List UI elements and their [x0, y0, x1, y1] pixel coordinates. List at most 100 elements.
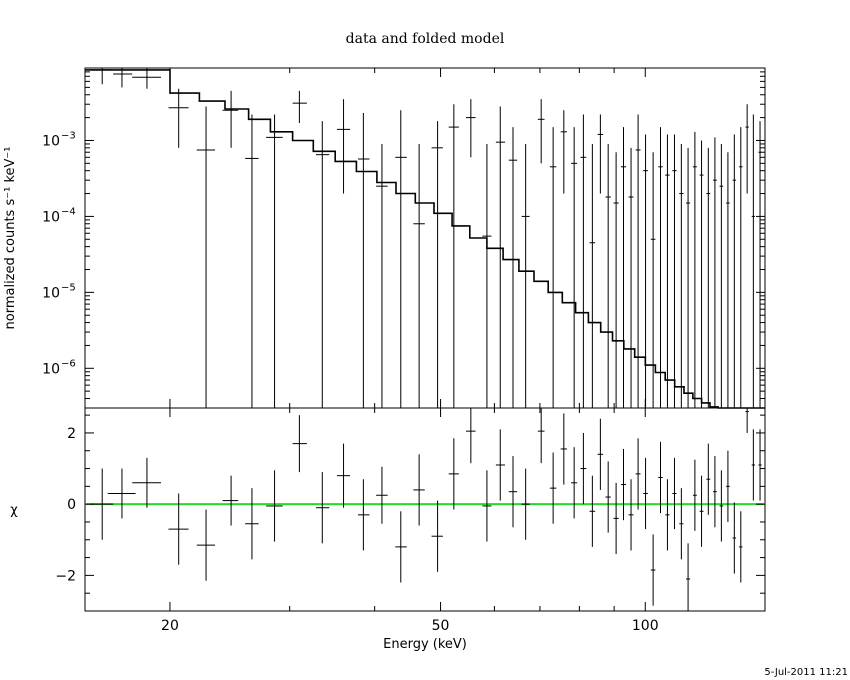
y-tick-label: 10: [42, 285, 60, 301]
spectrum-data-point: [537, 99, 545, 164]
residual-data-point: [431, 500, 443, 572]
residual-data-point: [628, 479, 634, 551]
residual-data-point: [537, 408, 545, 464]
residual-y-ticks: −2 0 2: [55, 414, 765, 612]
residual-data-point: [266, 470, 283, 542]
spectrum-data-point: [571, 127, 578, 408]
y-tick-exponent: −3: [61, 130, 76, 141]
residual-data-point: [620, 448, 627, 521]
spectrum-data-point: [732, 134, 737, 408]
residual-data-point: [395, 511, 407, 583]
spectrum-data-point: [316, 121, 330, 408]
residual-data-point: [758, 429, 762, 501]
spectrum-data-point: [613, 152, 619, 408]
residual-data-point: [635, 438, 641, 510]
spectrum-data-point: [357, 112, 370, 408]
residual-data-point: [132, 457, 161, 508]
residual-y-axis-label: χ: [10, 503, 18, 518]
y-tick-exponent: −4: [61, 206, 76, 217]
residual-data-point: [495, 429, 506, 501]
residual-data-point: [597, 418, 604, 490]
y-tick-exponent: −6: [61, 358, 76, 369]
residual-data-point: [292, 415, 307, 473]
spectrum-data-point: [549, 127, 557, 408]
spectrum-data-points: [90, 68, 762, 408]
spectrum-data-point: [726, 152, 730, 408]
spectrum-data-point: [658, 127, 663, 408]
spectrum-data-point: [431, 121, 443, 408]
spectrum-data-point: [628, 147, 634, 408]
spectrum-data-point: [620, 127, 627, 408]
spectrum-data-point: [482, 143, 492, 408]
residual-data-point: [245, 488, 259, 560]
residual-data-point: [90, 468, 114, 540]
residual-panel: 20 50 100 −2 0 2: [55, 407, 766, 634]
residual-data-point: [751, 429, 755, 501]
residual-data-point: [686, 543, 691, 611]
y-tick-label: −2: [55, 568, 76, 584]
spectrum-data-point: [580, 114, 587, 408]
spectrum-data-point: [168, 88, 189, 148]
x-axis-label: Energy (keV): [383, 637, 467, 652]
spectrum-data-point: [196, 106, 216, 408]
spectrum-data-point: [245, 114, 259, 408]
residual-data-point: [665, 479, 670, 551]
residual-data-point: [196, 509, 216, 581]
spectrum-data-point: [699, 140, 704, 408]
spectrum-data-point: [521, 143, 530, 408]
spectrum-data-point: [466, 99, 476, 158]
residual-data-point: [376, 466, 388, 524]
spectrum-data-point: [413, 143, 425, 408]
spectrum-panel: 10−610−510−410−3: [42, 67, 766, 409]
spectrum-data-point: [706, 147, 711, 408]
spectrum-data-point: [395, 110, 407, 408]
residual-data-point: [699, 475, 704, 547]
spectrum-data-point: [713, 137, 717, 408]
folded-model-line: [85, 69, 765, 409]
residual-data-point: [706, 443, 711, 515]
residual-data-point: [336, 443, 351, 508]
folded-model: [85, 69, 765, 409]
spectrum-data-point: [132, 68, 161, 89]
residual-data-point: [580, 432, 587, 505]
residual-data-point: [508, 456, 518, 528]
spectrum-data-point: [292, 90, 307, 123]
spectrum-data-point: [605, 143, 611, 408]
y-tick-label: 0: [67, 497, 76, 513]
spectrum-data-point: [597, 114, 604, 194]
spectrum-data-point: [643, 134, 648, 408]
residual-data-point: [168, 493, 189, 565]
spectrum-data-point: [376, 143, 388, 408]
y-tick-label: 10: [42, 209, 60, 225]
residual-data-point: [650, 534, 656, 606]
spectrum-data-point: [672, 134, 677, 408]
spectrum-data-point: [222, 90, 239, 148]
spectrum-data-point: [495, 106, 506, 408]
residual-frame: [84, 407, 766, 612]
residual-data-point: [521, 468, 530, 540]
y-tick-exponent: −5: [61, 282, 76, 293]
residual-data-point: [658, 441, 663, 514]
residual-data-point: [692, 459, 697, 531]
y-tick-label: 2: [67, 426, 76, 442]
residual-data-point: [672, 457, 677, 530]
residual-data-point: [448, 438, 459, 510]
y-tick-label: 10: [42, 133, 60, 149]
x-tick-label: 50: [432, 618, 450, 634]
residual-x-ticks: 20 50 100: [161, 408, 659, 634]
residual-data-point: [719, 470, 724, 542]
residual-data-point: [679, 488, 684, 560]
residual-data-point: [713, 456, 717, 528]
spectrum-data-point: [113, 68, 133, 88]
spectrum-data-point: [719, 143, 724, 408]
residual-data-points: [90, 408, 762, 611]
residual-data-point: [222, 475, 239, 526]
spectrum-data-point: [266, 114, 283, 408]
timestamp: 5-Jul-2011 11:21: [764, 667, 848, 678]
spectrum-data-point: [650, 152, 656, 408]
spectrum-data-point: [90, 68, 114, 85]
spectrum-y-axis-label: normalized counts s⁻¹ keV⁻¹: [3, 147, 18, 330]
spectrum-data-point: [692, 131, 697, 408]
residual-data-point: [745, 408, 749, 433]
